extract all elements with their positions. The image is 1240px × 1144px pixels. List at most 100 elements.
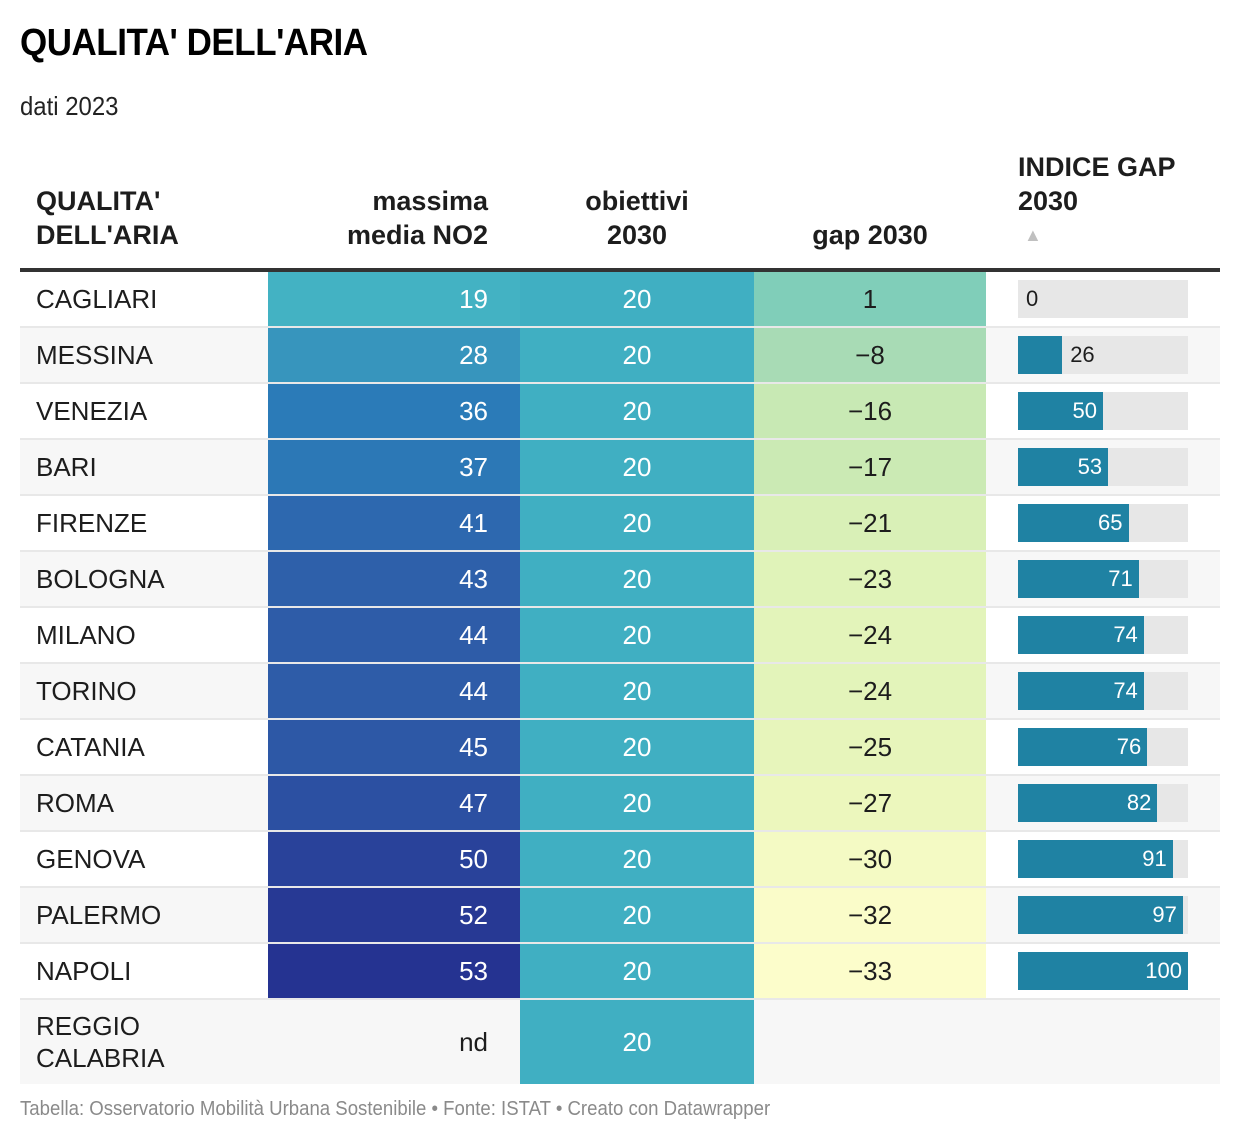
column-header-gap[interactable]: gap 2030 [812, 220, 928, 250]
no2-value: 53 [268, 944, 520, 998]
index-bar-cell: 74 [1018, 608, 1188, 662]
index-bar-cell: 97 [1018, 888, 1188, 942]
gap-value [754, 1000, 986, 1084]
index-bar-label: 100 [1145, 958, 1182, 983]
city-name: NAPOLI [36, 956, 132, 986]
city-name: VENEZIA [36, 396, 148, 426]
objective-value: 20 [520, 720, 754, 774]
index-bar-label: 74 [1113, 678, 1138, 703]
index-bar-label: 0 [1026, 286, 1039, 311]
city-name: CATANIA [36, 732, 145, 762]
table-row: VENEZIA 36 20 −16 50 [20, 384, 1220, 440]
sort-ascending-icon[interactable]: ▲ [1024, 225, 1042, 245]
table-row: PALERMO 52 20 −32 97 [20, 888, 1220, 944]
index-bar-cell: 91 [1018, 832, 1188, 886]
no2-value: 37 [268, 440, 520, 494]
index-bar [1018, 784, 1158, 822]
no2-value: 45 [268, 720, 520, 774]
city-name: MESSINA [36, 340, 154, 370]
table-row: CATANIA 45 20 −25 76 [20, 720, 1220, 776]
no2-value: 36 [268, 384, 520, 438]
index-bar-cell: 53 [1018, 440, 1188, 494]
index-bar-cell: 76 [1018, 720, 1188, 774]
index-bar-cell: 71 [1018, 552, 1188, 606]
column-header-objective[interactable]: obiettivi 2030 [585, 186, 689, 250]
index-bar-cell: 82 [1018, 776, 1188, 830]
index-bar-cell: 0 [1018, 272, 1188, 326]
gap-value: −24 [754, 608, 986, 662]
objective-value: 20 [520, 832, 754, 886]
city-name: CAGLIARI [36, 284, 158, 314]
gap-value: −23 [754, 552, 986, 606]
objective-value: 20 [520, 1000, 754, 1084]
index-bar-label: 97 [1152, 902, 1177, 927]
column-header-city[interactable]: QUALITA' DELL'ARIA [36, 186, 179, 250]
no2-value: 47 [268, 776, 520, 830]
chart-subtitle: dati 2023 [20, 91, 119, 121]
city-name: FIRENZE [36, 508, 148, 538]
column-header-no2[interactable]: massima media NO2 [346, 186, 488, 250]
gap-value: −17 [754, 440, 986, 494]
index-bar-label: 71 [1108, 566, 1133, 591]
no2-value: 50 [268, 832, 520, 886]
index-bar [1018, 336, 1063, 374]
gap-value: 1 [754, 272, 986, 326]
city-name: PALERMO [36, 900, 162, 930]
index-bar [1018, 952, 1188, 990]
objective-value: 20 [520, 776, 754, 830]
index-bar-label: 91 [1142, 846, 1167, 871]
index-bar-track [1018, 280, 1188, 318]
city-name: BARI [36, 452, 97, 482]
table-row: FIRENZE 41 20 −21 65 [20, 496, 1220, 552]
chart-title: QUALITA' DELL'ARIA [20, 22, 368, 64]
no2-value: 43 [268, 552, 520, 606]
gap-value: −21 [754, 496, 986, 550]
index-bar-cell: 65 [1018, 496, 1188, 550]
city-name: GENOVA [36, 844, 146, 874]
index-bar-label: 53 [1077, 454, 1103, 479]
no2-value: nd [459, 1026, 488, 1057]
objective-value: 20 [520, 496, 754, 550]
index-bar-cell: 50 [1018, 384, 1188, 438]
index-bar [1018, 840, 1173, 878]
objective-value: 20 [520, 608, 754, 662]
gap-value: −30 [754, 832, 986, 886]
table-row: BOLOGNA 43 20 −23 71 [20, 552, 1220, 608]
no2-value: 44 [268, 664, 520, 718]
no2-value: 28 [268, 328, 520, 382]
index-bar-label: 65 [1098, 510, 1123, 535]
index-bar [1018, 896, 1183, 934]
objective-value: 20 [520, 384, 754, 438]
gap-value: −32 [754, 888, 986, 942]
data-table: QUALITA' DELL'ARIA massima media NO2 obi… [20, 152, 1220, 1084]
index-bar [1018, 448, 1109, 486]
column-header-index[interactable]: INDICE GAP 2030 ▲ [1018, 150, 1176, 252]
objective-value: 20 [520, 328, 754, 382]
objective-value: 20 [520, 552, 754, 606]
table-row: REGGIO CALABRIA nd 20 [20, 1000, 1220, 1084]
index-bar-label: 76 [1116, 734, 1142, 759]
gap-value: −25 [754, 720, 986, 774]
city-name: ROMA [36, 788, 114, 818]
index-bar-label: 82 [1126, 790, 1152, 815]
index-bar-cell: 100 [1018, 944, 1188, 998]
index-bar [1018, 504, 1129, 542]
city-name: MILANO [36, 620, 136, 650]
source-footer: Tabella: Osservatorio Mobilità Urbana So… [20, 1098, 771, 1120]
no2-value: 44 [268, 608, 520, 662]
city-name: TORINO [36, 676, 137, 706]
gap-value: −27 [754, 776, 986, 830]
table-header: QUALITA' DELL'ARIA massima media NO2 obi… [20, 152, 1220, 272]
index-bar [1018, 616, 1144, 654]
gap-value: −16 [754, 384, 986, 438]
table-row: BARI 37 20 −17 53 [20, 440, 1220, 496]
index-bar-cell: 26 [1018, 328, 1188, 382]
no2-value: 41 [268, 496, 520, 550]
index-bar-label: 26 [1070, 342, 1095, 367]
index-bar [1018, 672, 1144, 710]
index-bar [1018, 728, 1148, 766]
table-body: CAGLIARI 19 20 1 0 MESSINA 28 20 −8 26 VENEZIA 36 20… [20, 272, 1220, 1084]
objective-value: 20 [520, 664, 754, 718]
objective-value: 20 [520, 272, 754, 326]
gap-value: −24 [754, 664, 986, 718]
